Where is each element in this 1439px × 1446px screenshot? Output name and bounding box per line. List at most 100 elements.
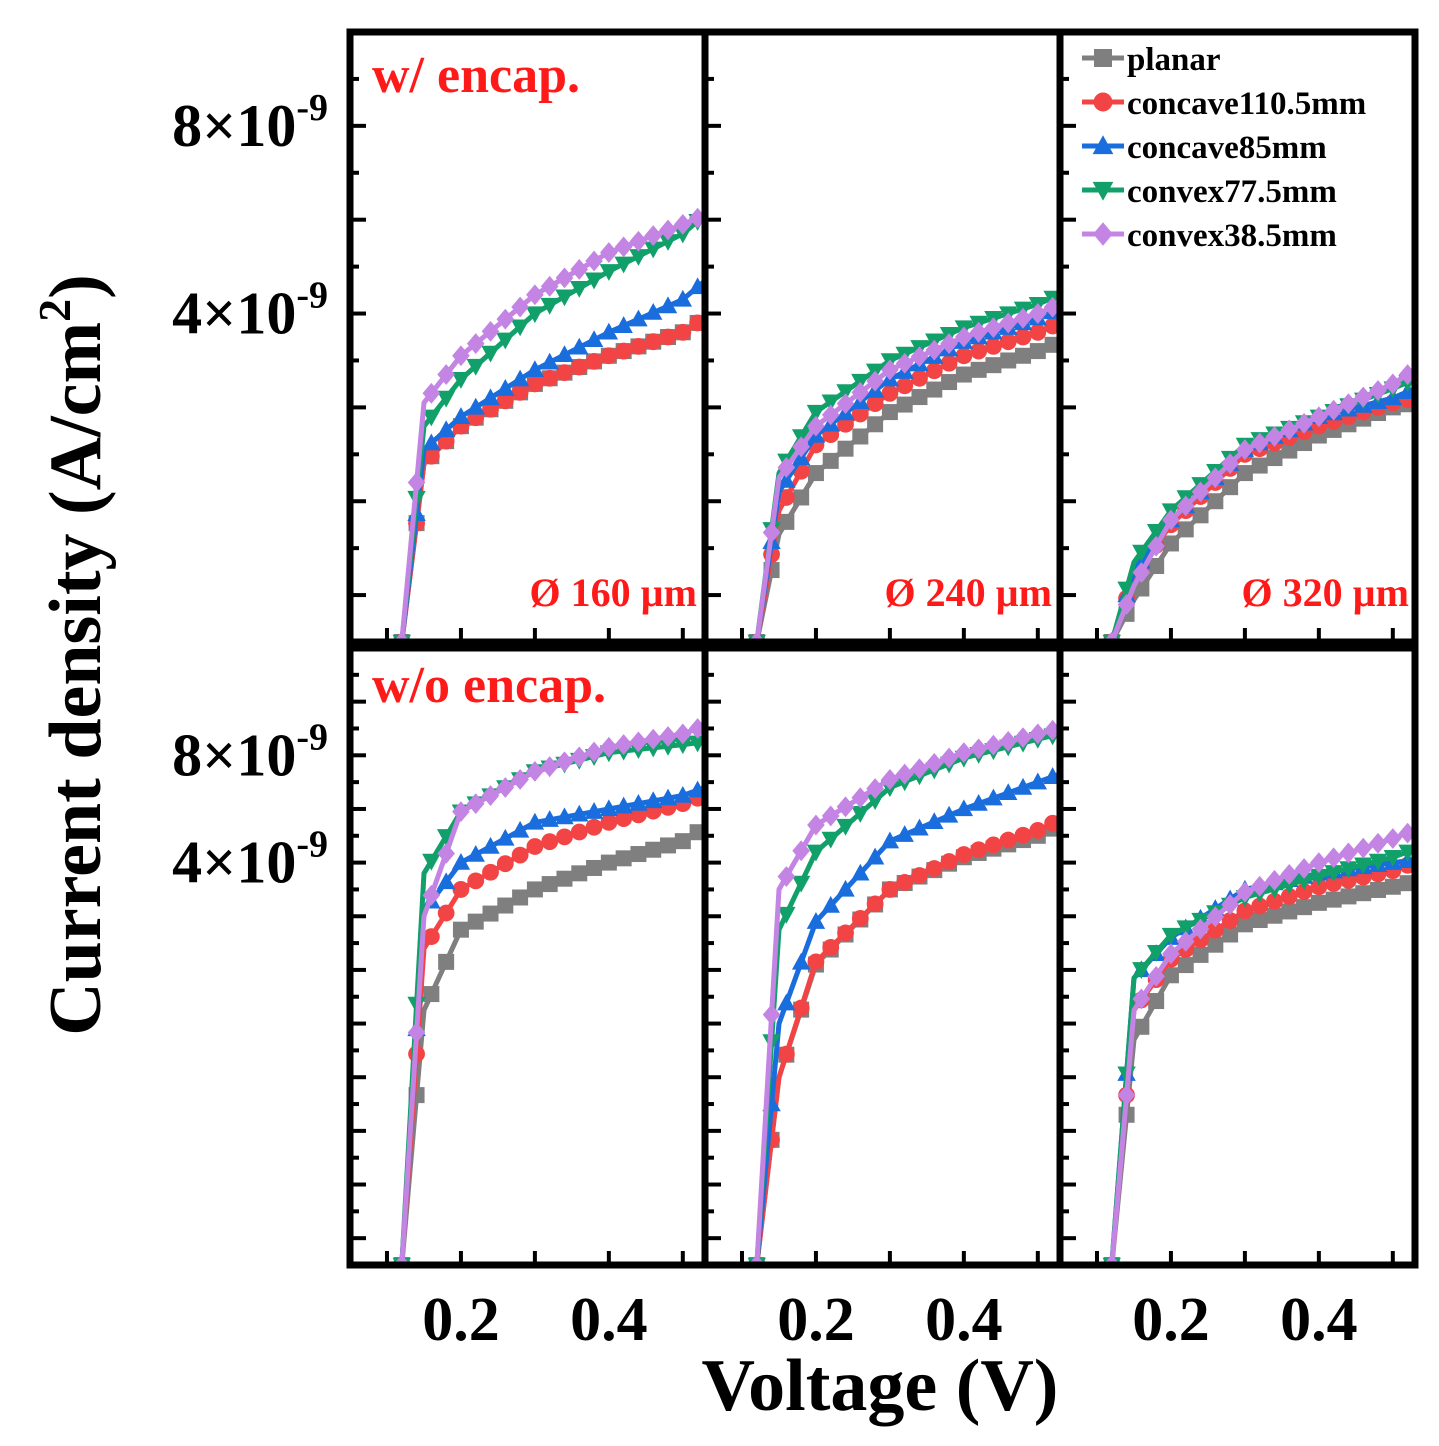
panel-frame-r0-c2 — [1056, 28, 1419, 646]
point-concave110.5mm — [600, 347, 618, 365]
point-convex77.5mm — [1309, 868, 1329, 886]
point-concave110.5mm — [985, 337, 1002, 355]
point-convex38.5mm — [1250, 432, 1269, 454]
point-planar — [1296, 899, 1313, 916]
point-convex77.5mm — [481, 345, 500, 363]
point-convex38.5mm — [437, 843, 455, 864]
point-planar — [452, 921, 469, 938]
point-planar — [1148, 557, 1165, 574]
point-planar — [955, 366, 972, 383]
point-convex38.5mm — [1280, 864, 1299, 885]
point-concave110.5mm — [526, 375, 544, 393]
point-convex77.5mm — [851, 806, 870, 823]
point-concave110.5mm — [940, 853, 958, 870]
point-convex38.5mm — [674, 723, 692, 745]
point-planar — [1236, 465, 1253, 482]
point-convex38.5mm — [1310, 406, 1328, 428]
point-convex38.5mm — [614, 236, 633, 258]
point-concave110.5mm — [467, 872, 485, 890]
point-concave85mm — [496, 379, 515, 396]
point-convex77.5mm — [1339, 861, 1358, 879]
point-convex38.5mm — [407, 1022, 426, 1043]
point-concave110.5mm — [585, 818, 603, 836]
point-planar — [1177, 521, 1194, 538]
legend-entry-concave85mm: concave85mm — [1082, 130, 1327, 166]
point-convex77.5mm — [791, 875, 811, 893]
point-convex38.5mm — [452, 801, 470, 823]
point-concave85mm — [925, 812, 944, 830]
point-concave85mm — [688, 277, 705, 295]
point-convex77.5mm — [584, 272, 604, 290]
point-concave85mm — [525, 360, 545, 378]
point-concave110.5mm — [1044, 814, 1060, 832]
point-concave110.5mm — [422, 447, 440, 465]
legend: planar concave110.5mm concave85mm convex77.… — [1082, 42, 1366, 254]
point-planar — [1148, 993, 1165, 1010]
point-convex77.5mm — [1294, 873, 1314, 890]
point-convex38.5mm — [659, 219, 677, 241]
point-convex38.5mm — [1280, 419, 1299, 441]
point-convex38.5mm — [629, 731, 648, 753]
point-concave85mm — [481, 388, 500, 406]
point-convex38.5mm — [969, 321, 988, 343]
point-concave85mm — [540, 810, 559, 827]
point-convex77.5mm — [555, 289, 574, 307]
frames-layer — [346, 28, 1419, 1269]
point-concave110.5mm — [866, 895, 884, 913]
point-convex38.5mm — [674, 213, 692, 235]
point-planar — [512, 889, 529, 906]
point-concave85mm — [540, 352, 559, 370]
point-concave85mm — [984, 788, 1003, 806]
legend-label: concave85mm — [1127, 130, 1327, 166]
panel-r1-c2 — [1102, 822, 1415, 1265]
point-concave110.5mm — [570, 358, 588, 376]
point-planar — [1384, 878, 1401, 895]
point-convex38.5mm — [1295, 412, 1313, 434]
point-convex38.5mm — [866, 370, 884, 392]
point-planar — [674, 833, 691, 850]
point-planar — [1207, 493, 1224, 510]
point-planar — [1192, 507, 1209, 524]
point-planar — [630, 846, 647, 863]
point-convex77.5mm — [1324, 865, 1343, 882]
point-concave85mm — [496, 828, 515, 846]
point-convex38.5mm — [910, 346, 929, 368]
point-concave110.5mm — [1310, 878, 1328, 896]
point-convex38.5mm — [1117, 594, 1136, 615]
point-convex38.5mm — [1147, 965, 1165, 987]
point-concave85mm — [451, 407, 471, 424]
point-convex38.5mm — [1176, 495, 1195, 517]
point-planar — [1000, 352, 1017, 369]
y-tick-label: 4×10-9 — [172, 275, 328, 347]
point-planar — [778, 513, 795, 530]
point-concave85mm — [599, 322, 619, 340]
point-concave110.5mm — [422, 928, 440, 946]
point-planar — [1370, 881, 1387, 898]
point-planar — [541, 876, 558, 893]
point-concave110.5mm — [1014, 826, 1032, 844]
point-convex38.5mm — [807, 415, 825, 437]
point-concave85mm — [1013, 777, 1033, 795]
point-concave110.5mm — [807, 953, 825, 971]
point-concave85mm — [777, 993, 796, 1011]
point-convex38.5mm — [881, 359, 899, 381]
point-convex38.5mm — [1206, 906, 1225, 928]
point-convex38.5mm — [555, 267, 574, 289]
point-convex38.5mm — [895, 763, 914, 785]
y-tick-labels: 4×10-9 8×10-9 4×10-9 8×10-9 — [172, 87, 328, 896]
point-convex38.5mm — [1029, 303, 1047, 324]
point-planar — [497, 897, 514, 914]
point-concave110.5mm — [940, 354, 958, 372]
point-concave85mm — [939, 805, 959, 823]
point-convex38.5mm — [585, 741, 603, 763]
point-convex38.5mm — [407, 472, 426, 493]
legend-entry-convex38.5mm: convex38.5mm — [1082, 218, 1337, 254]
point-convex38.5mm — [511, 296, 529, 318]
legend-label: planar — [1127, 42, 1221, 78]
point-convex38.5mm — [1265, 869, 1284, 891]
legend-label: concave110.5mm — [1127, 86, 1366, 122]
point-convex38.5mm — [762, 1004, 781, 1026]
point-planar — [1162, 535, 1179, 552]
point-concave85mm — [806, 912, 826, 929]
point-concave110.5mm — [837, 924, 854, 942]
